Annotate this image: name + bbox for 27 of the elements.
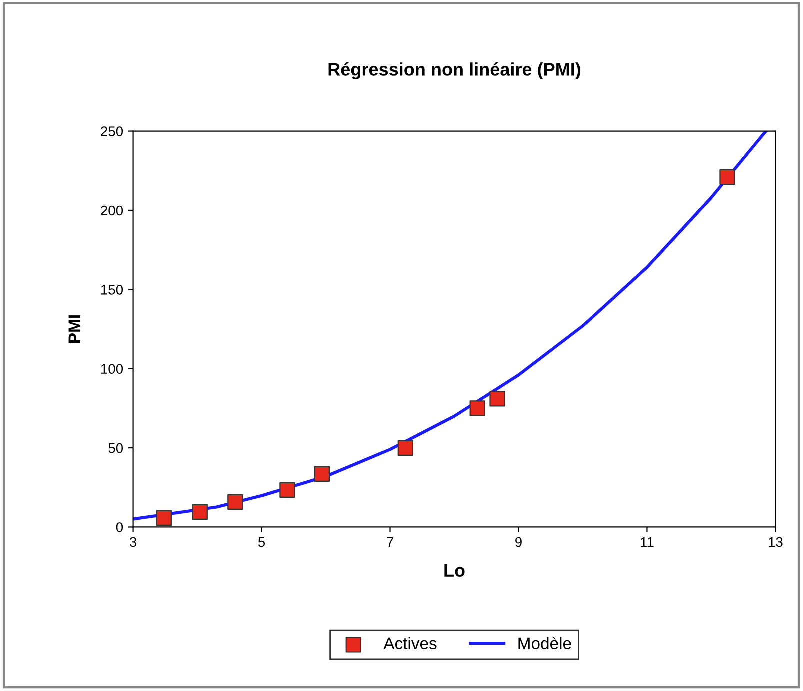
x-axis-title: Lo xyxy=(444,564,465,578)
x-tick-label: 5 xyxy=(258,537,266,548)
y-tick-label: 200 xyxy=(101,206,124,216)
point xyxy=(192,504,208,520)
line-series xyxy=(133,131,768,521)
point xyxy=(314,466,330,482)
point xyxy=(398,440,414,456)
x-tick-label: 13 xyxy=(769,537,783,548)
y-axis-title: PMI xyxy=(68,316,80,343)
y-tick-label: 150 xyxy=(101,285,124,295)
chart-title: Régression non linéaire (PMI) xyxy=(328,62,581,80)
point xyxy=(228,494,244,510)
y-tick-label: 0 xyxy=(116,522,124,532)
y-tick-label: 250 xyxy=(101,126,124,136)
point xyxy=(720,169,736,186)
point xyxy=(280,482,296,498)
legend-label: Actives xyxy=(384,637,437,650)
x-tick-label: 9 xyxy=(516,537,522,548)
x-tick-label: 7 xyxy=(387,537,394,548)
legend-label: Modèle xyxy=(518,637,572,650)
point xyxy=(470,400,486,416)
x-tick-label: 3 xyxy=(130,537,137,548)
x-tick-label: 11 xyxy=(641,537,654,548)
y-tick-label: 50 xyxy=(108,443,124,454)
point xyxy=(156,510,172,526)
point xyxy=(490,391,506,407)
y-tick-label: 100 xyxy=(101,364,124,374)
